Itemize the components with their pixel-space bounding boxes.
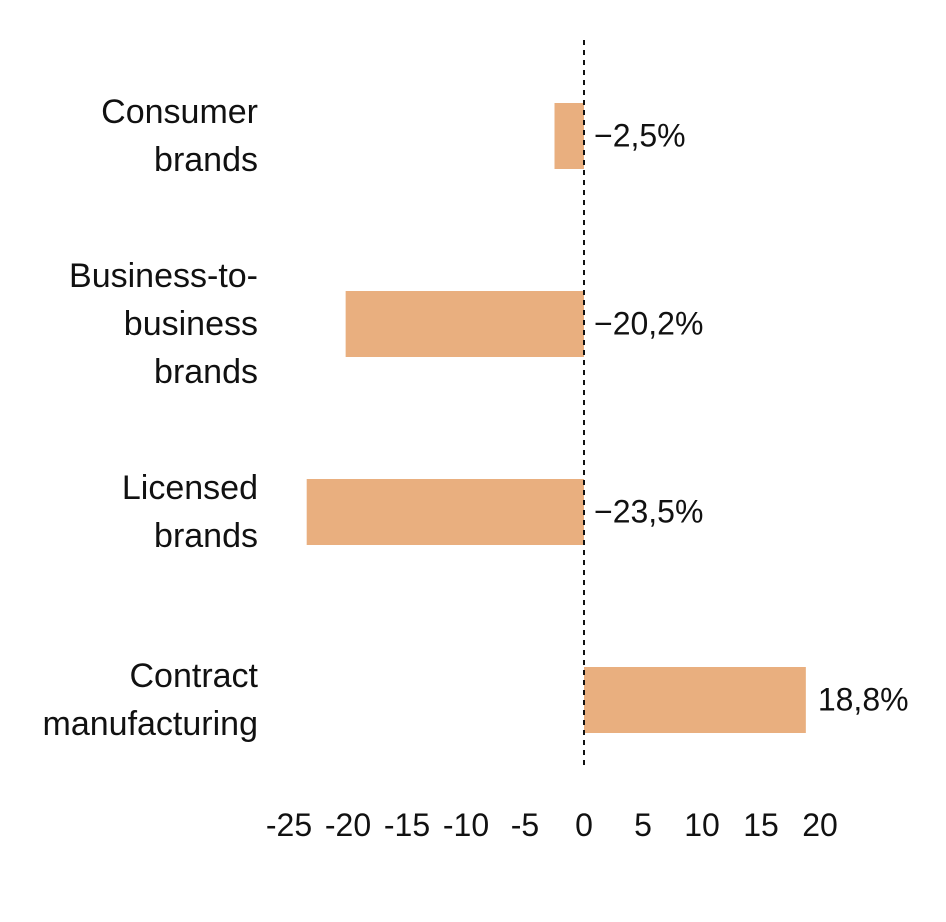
x-tick-label: -10 [443, 807, 489, 843]
x-tick-label: -15 [384, 807, 430, 843]
x-tick-label: 15 [743, 807, 779, 843]
category-label-line: Contract [130, 657, 259, 695]
value-label-3: −23,5% [594, 493, 703, 529]
category-label-line: manufacturing [43, 705, 258, 743]
bar-2 [345, 291, 584, 357]
x-tick-label: -5 [511, 807, 539, 843]
bar-4 [584, 667, 806, 733]
x-tick-label: 10 [684, 807, 720, 843]
x-tick-label: 0 [575, 807, 593, 843]
category-label-line: Licensed [122, 469, 258, 507]
category-labels: Consumer brands Business-to-business brands… [43, 93, 259, 743]
category-label-1: Consumer brands [101, 93, 258, 179]
category-label-line: brands [154, 141, 258, 179]
category-label-3: Licensed brands [122, 469, 258, 555]
bars-group [306, 103, 806, 733]
x-tick-label: 5 [634, 807, 652, 843]
value-label-2: −20,2% [594, 305, 703, 341]
value-labels: −2,5% −20,2% −23,5% 18,8% [594, 117, 909, 717]
x-tick-label: 20 [802, 807, 838, 843]
category-label-2: Business-to-business brands [69, 257, 258, 391]
category-label-line: business [124, 305, 258, 343]
x-tick-label: -20 [325, 807, 371, 843]
x-tick-label: -25 [266, 807, 312, 843]
category-label-line: brands [154, 517, 258, 555]
x-axis-ticks: -25 -20 -15 -10 -5 0 5 10 15 20 [266, 807, 838, 843]
category-label-line: Consumer [101, 93, 258, 131]
value-label-1: −2,5% [594, 117, 686, 153]
category-label-line: brands [154, 353, 258, 391]
value-label-4: 18,8% [818, 681, 909, 717]
bar-3 [306, 479, 584, 545]
category-label-4: Contract manufacturing [43, 657, 259, 743]
category-label-line: Business-to- [69, 257, 258, 295]
bar-1 [554, 103, 584, 169]
